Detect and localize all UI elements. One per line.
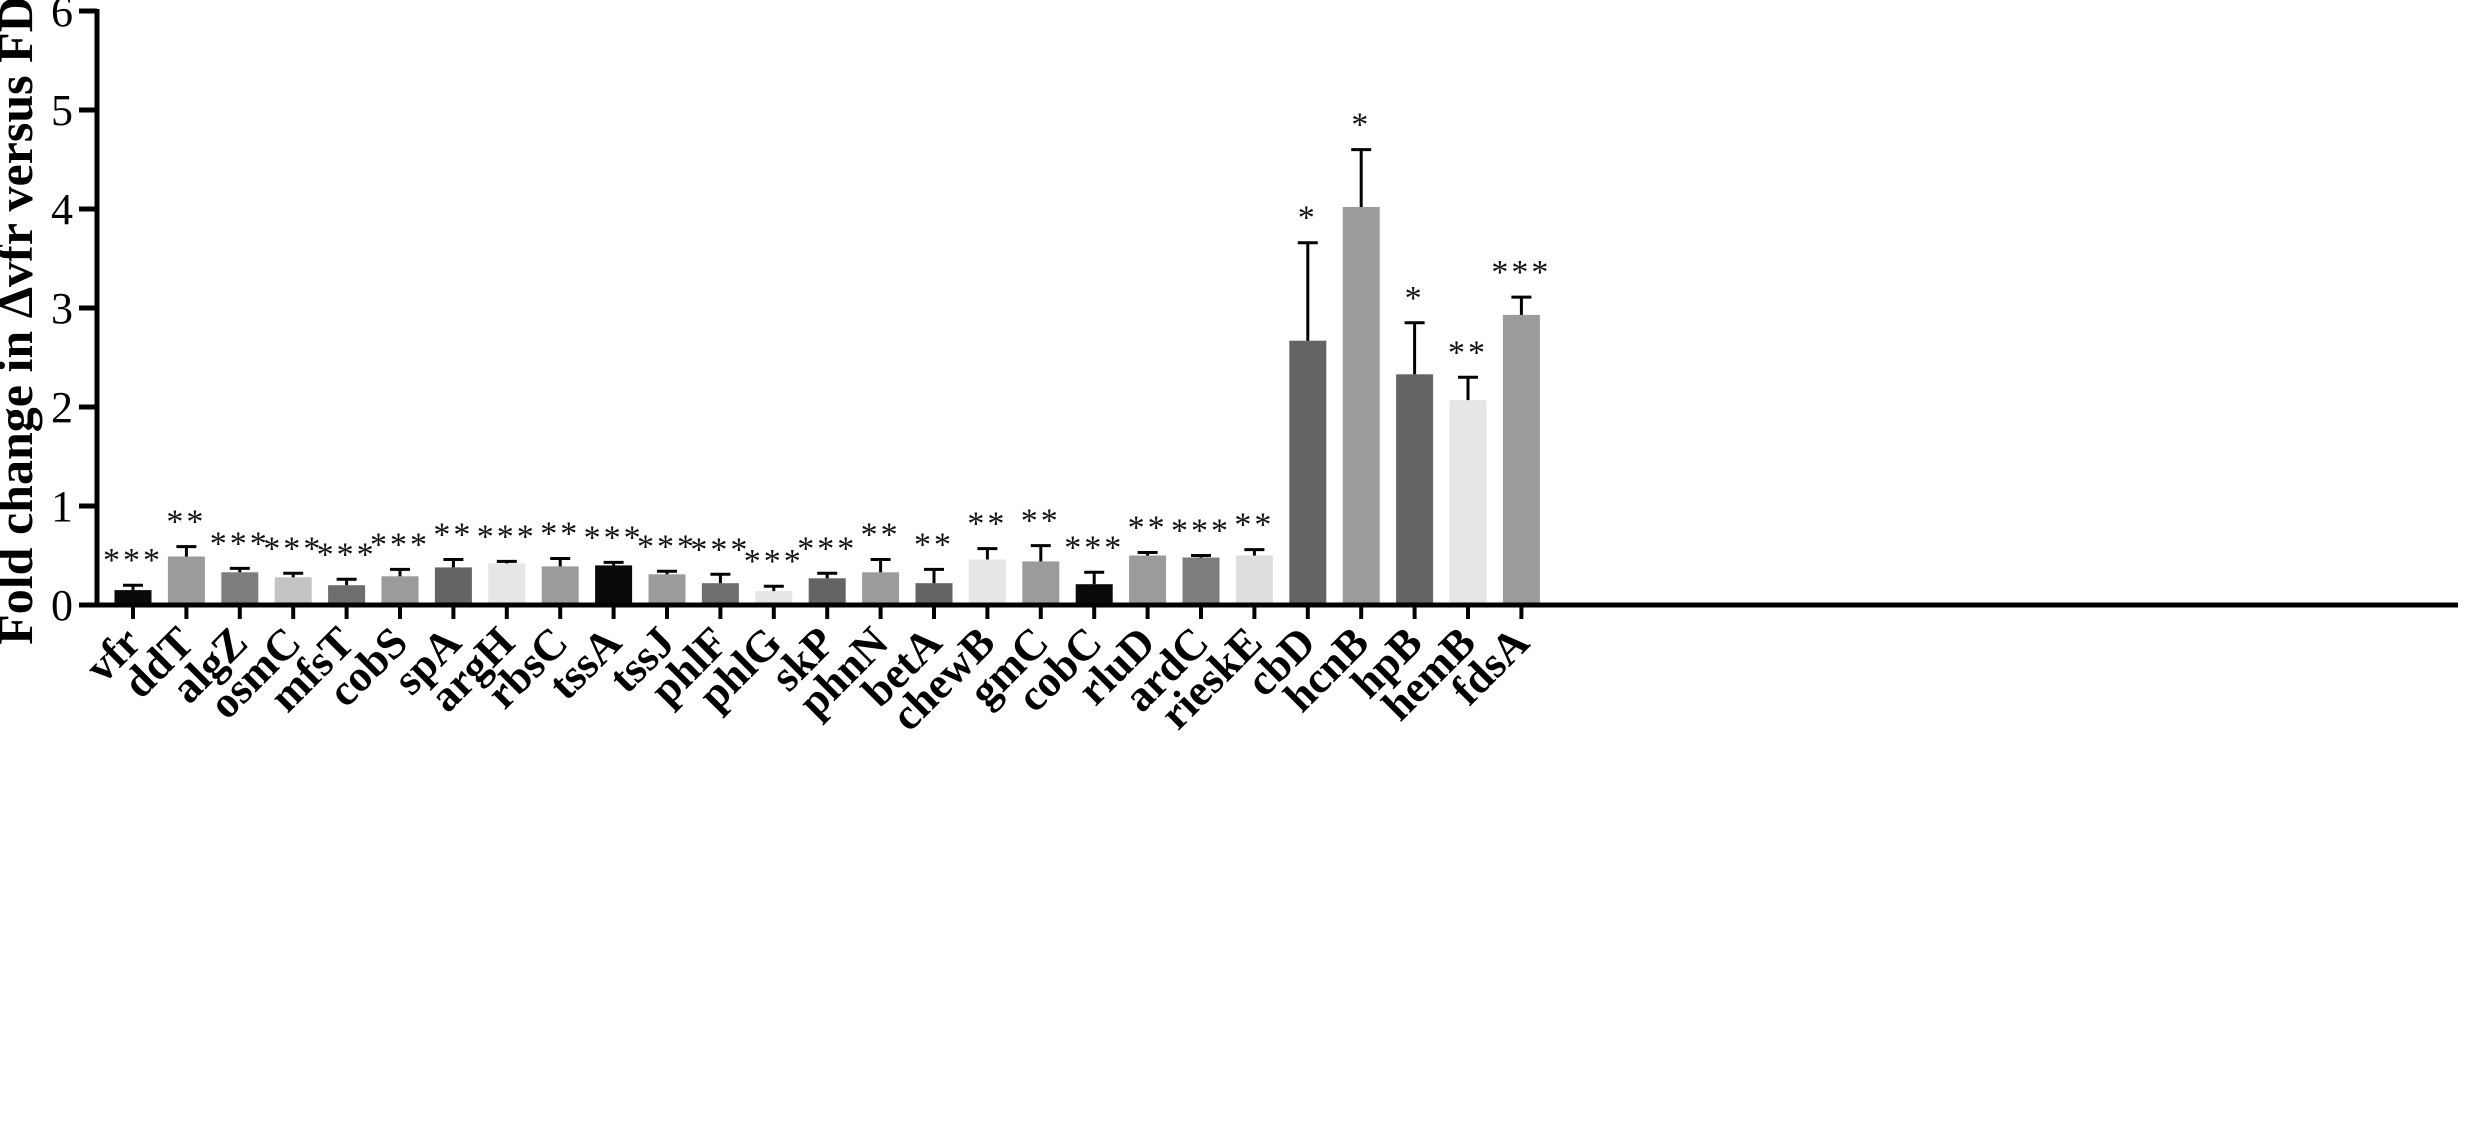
bar-vfr (114, 590, 152, 605)
bar-fdsA (1502, 314, 1540, 605)
bar-cbD (1289, 340, 1327, 605)
y-tick-label-1: 1 (51, 482, 73, 531)
significance-hemB: ** (1448, 334, 1488, 371)
bar-rbsC (541, 566, 579, 605)
significance-gmC: ** (1021, 503, 1061, 540)
y-tick-label-2: 2 (51, 383, 73, 432)
y-axis-title: Fold change in Δvfr versus FD6 (0, 0, 43, 645)
significance-phlG: *** (744, 543, 804, 580)
bar-ddT (167, 556, 205, 605)
bar-hemB (1449, 400, 1487, 605)
significance-hcnB: * (1351, 107, 1371, 144)
significance-betA: ** (914, 526, 954, 563)
bar-betA (915, 583, 953, 605)
bar-algZ (221, 572, 259, 605)
significance-hpB: * (1405, 280, 1425, 317)
bar-mfsT (328, 585, 366, 605)
significance-mfsT: *** (317, 536, 377, 573)
significance-tssA: *** (584, 519, 644, 556)
y-tick-label-6: 6 (51, 0, 73, 36)
bar-phlF (701, 583, 739, 605)
bar-ardC (1182, 557, 1220, 605)
bar-hpB (1396, 374, 1434, 605)
significance-rbsC: ** (540, 516, 580, 553)
y-tick-label-3: 3 (51, 284, 73, 333)
significance-phlF: *** (690, 531, 750, 568)
bar-hcnB (1342, 207, 1380, 605)
significance-algZ: *** (210, 525, 270, 562)
bar-phlG (755, 591, 793, 605)
bar-tssJ (648, 574, 686, 605)
significance-rieskE: ** (1234, 507, 1274, 544)
bar-chewB (968, 559, 1006, 605)
bar-argH (488, 563, 526, 605)
significance-cobS: *** (370, 526, 430, 563)
significance-skP: *** (797, 530, 857, 567)
significance-tssJ: *** (637, 528, 697, 565)
significance-spA: ** (433, 517, 473, 554)
bar-rieskE (1235, 555, 1273, 605)
y-tick-label-0: 0 (51, 581, 73, 630)
bar-gmC (1022, 561, 1060, 605)
bar-phnN (862, 572, 900, 605)
significance-ardC: *** (1171, 513, 1231, 550)
significance-vfr: *** (103, 542, 163, 579)
significance-rluD: ** (1128, 510, 1168, 547)
significance-osmC: *** (263, 530, 323, 567)
bar-skP (808, 578, 846, 605)
y-tick-label-4: 4 (51, 185, 73, 234)
bar-osmC (274, 577, 312, 605)
significance-cbD: * (1298, 200, 1318, 237)
bar-tssA (595, 565, 633, 605)
significance-cobC: *** (1064, 529, 1124, 566)
bar-spA (434, 567, 472, 605)
y-tick-label-5: 5 (51, 86, 73, 135)
significance-argH: *** (477, 518, 537, 555)
bar-cobC (1075, 584, 1113, 605)
bar-rluD (1129, 555, 1167, 605)
significance-ddT: ** (166, 504, 206, 541)
significance-fdsA: *** (1491, 254, 1551, 291)
significance-phnN: ** (861, 517, 901, 554)
bar-cobS (381, 576, 419, 605)
significance-chewB: ** (967, 506, 1007, 543)
